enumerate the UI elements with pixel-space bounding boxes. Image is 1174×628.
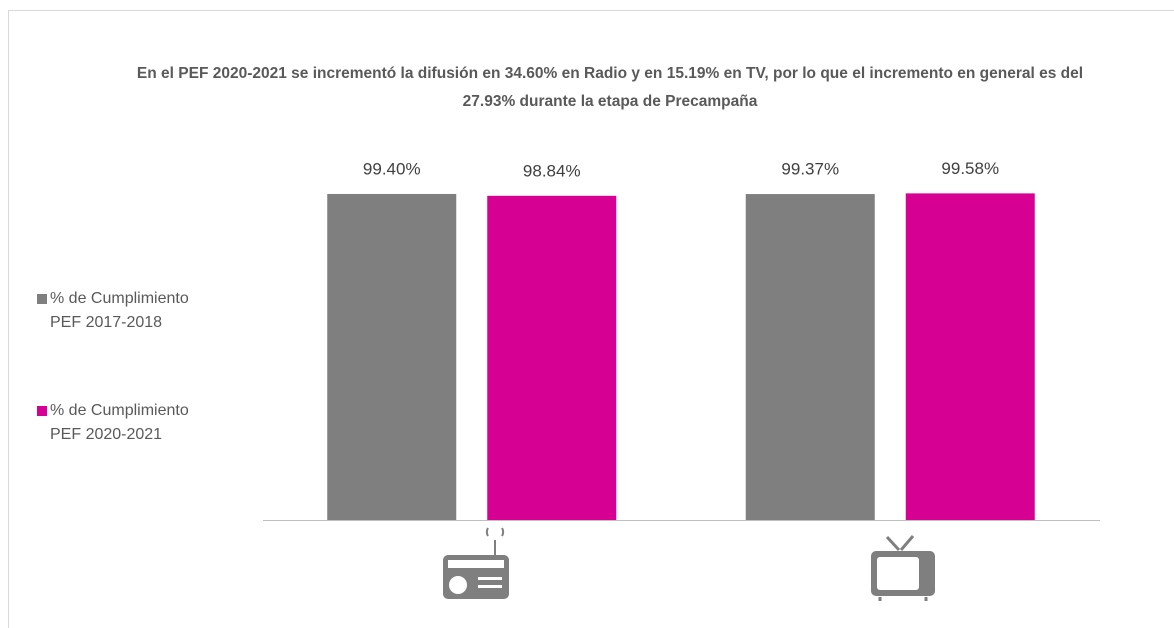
chart-title: En el PEF 2020-2021 se incrementó la dif… <box>136 65 1084 110</box>
bar <box>327 193 457 520</box>
bar <box>745 194 875 520</box>
legend-label: % de Cumplimiento PEF 2020-2021 <box>50 402 189 443</box>
data-label: 99.40% <box>363 159 421 178</box>
bar <box>487 195 617 520</box>
radio-icon <box>443 527 509 599</box>
legend-swatch <box>37 406 47 416</box>
data-label: 99.37% <box>781 160 839 179</box>
data-label: 98.84% <box>523 161 581 180</box>
data-label: 99.58% <box>941 159 999 178</box>
legend-swatch <box>37 294 47 304</box>
tv-icon <box>871 535 935 601</box>
legend-label: % de Cumplimiento PEF 2017-2018 <box>50 290 189 331</box>
bar <box>905 193 1035 520</box>
frame <box>8 10 1174 628</box>
